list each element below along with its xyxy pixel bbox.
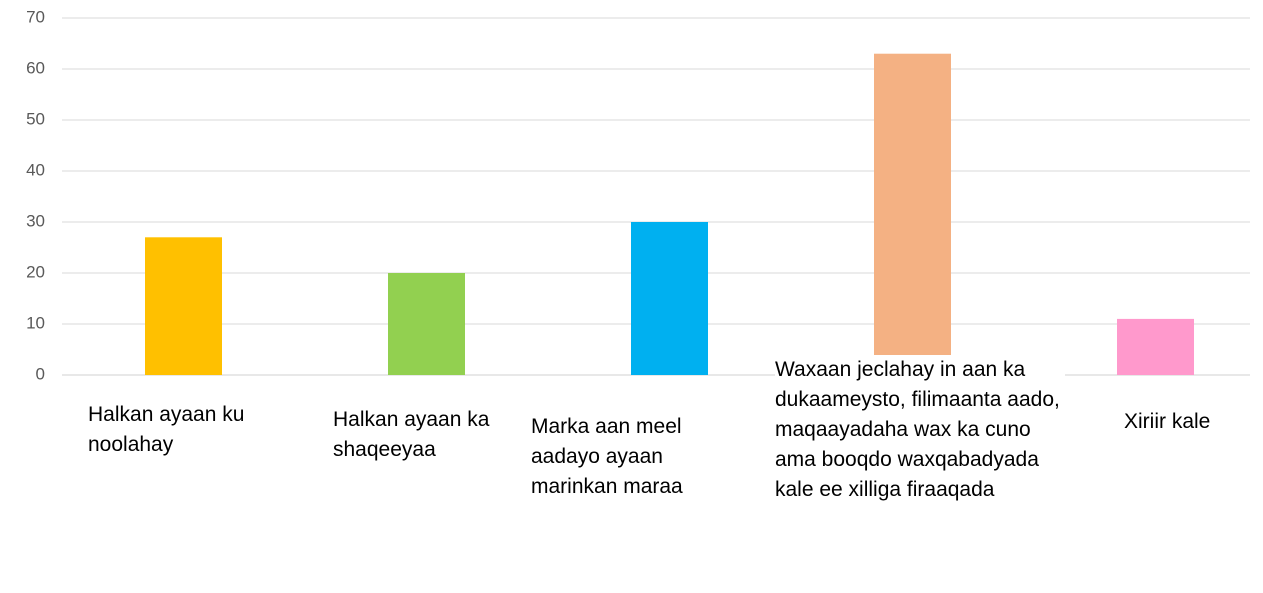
y-tick-label: 20 [26,262,45,281]
bar [631,222,708,375]
x-tick-label: Halkan ayaan ku noolahay [88,400,268,460]
x-tick-label: Halkan ayaan ka shaqeeyaa [333,405,513,465]
y-tick-label: 10 [26,313,45,332]
y-tick-label: 60 [26,58,45,77]
y-tick-label: 70 [26,7,45,26]
bar [1117,318,1194,375]
y-tick-label: 30 [26,211,45,230]
y-tick-label: 50 [26,109,45,128]
bar [145,237,222,375]
x-tick-label: Waxaan jeclahay in aan ka dukaameysto, f… [775,355,1065,505]
y-tick-label: 40 [26,160,45,179]
x-tick-label: Marka aan meel aadayo ayaan marinkan mar… [531,412,731,502]
bar [874,53,951,375]
x-tick-label: Xiriir kale [1124,407,1263,437]
y-tick-label: 0 [36,364,45,383]
bar [388,273,465,375]
